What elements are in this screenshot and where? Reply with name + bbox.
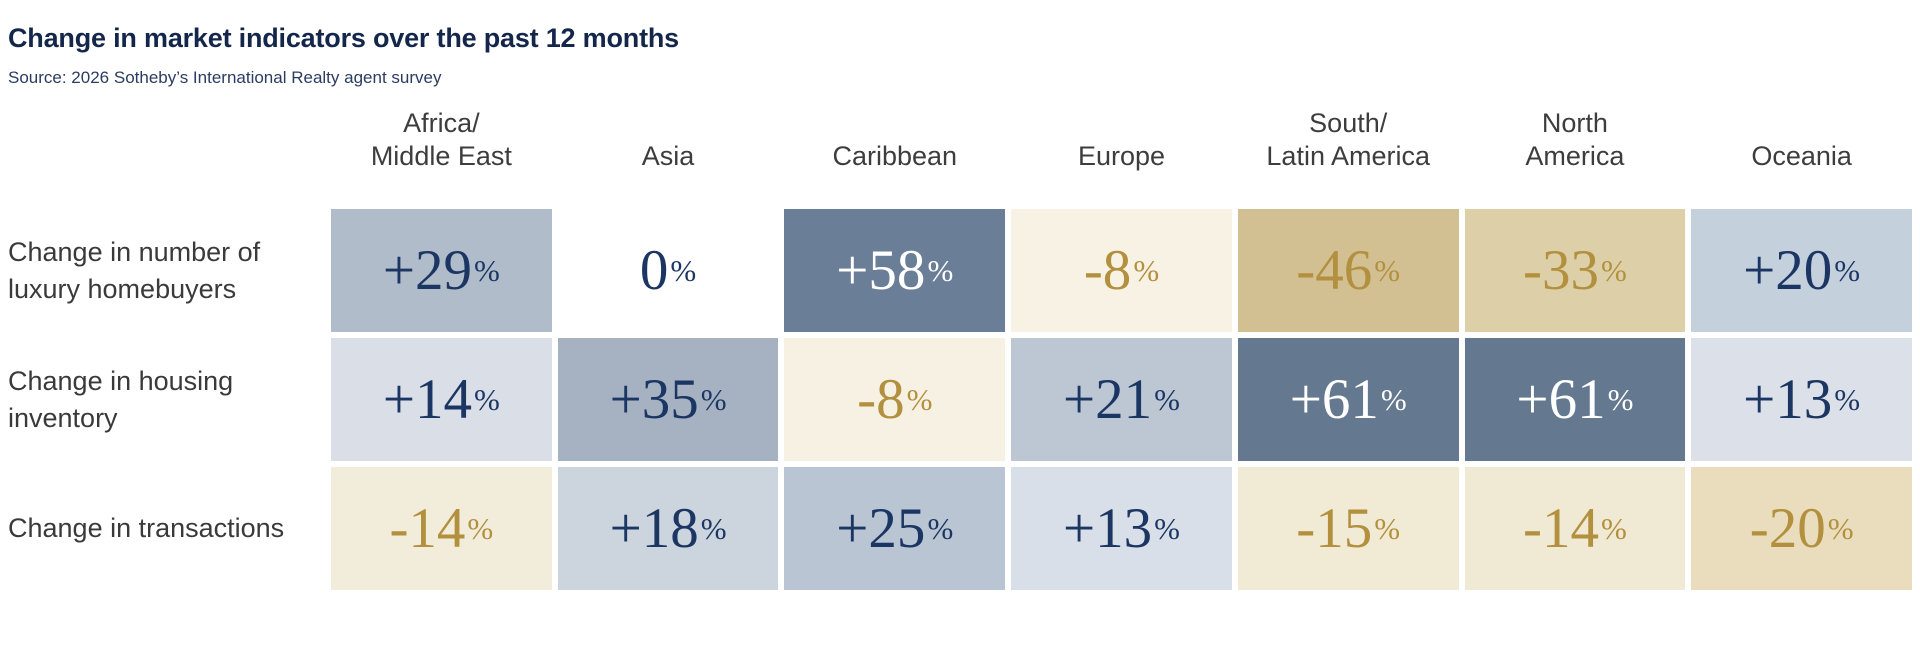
column-header-line: Africa/ [403,108,480,138]
cell-percent-sign: % [1601,253,1627,288]
column-header-south-latin-america: South/ Latin America [1238,88,1459,203]
cell-value: +20 [1743,239,1833,302]
column-header-line: Latin America [1266,141,1430,171]
cell-value: +18 [609,497,699,560]
column-header-line: North [1541,108,1608,138]
cell-percent-sign: % [1834,382,1861,417]
row-label-line: luxury homebuyers [8,273,237,304]
cell-percent-sign: % [1154,511,1180,546]
cell-value: +21 [1063,368,1153,431]
row-label-transactions: Change in transactions [8,467,325,590]
heatmap-cell: -46% [1237,209,1459,332]
cell-percent-sign: % [1827,511,1854,546]
cell-percent-sign: % [1374,253,1401,288]
row-label-line: Change in number of [8,236,261,267]
column-header-line: Caribbean [832,141,958,171]
heatmap-table: Africa/ Middle East Asia Caribbean Europ… [8,88,1912,590]
page-title: Change in market indicators over the pas… [8,23,679,53]
heatmap-cell: 0% [557,209,779,332]
cell-value: -8 [857,368,905,431]
heatmap-cell: +25% [784,467,1006,590]
heatmap-cell: -20% [1691,467,1912,590]
heatmap-cell: +13% [1011,467,1232,590]
cell-percent-sign: % [474,382,500,417]
cell-value: 0 [639,239,669,302]
heatmap-cell: +35% [557,338,779,461]
cell-percent-sign: % [1380,382,1407,417]
cell-percent-sign: % [927,253,954,288]
row-label-line: inventory [8,402,118,433]
column-header-line: Oceania [1751,141,1852,171]
cell-percent-sign: % [1133,253,1160,288]
heatmap-cell: -33% [1464,209,1686,332]
cell-value: -46 [1296,239,1373,302]
heatmap-cell: -8% [1011,209,1232,332]
column-header-line: South/ [1309,108,1388,138]
cell-percent-sign: % [474,253,500,288]
cell-value: -15 [1296,497,1373,560]
cell-value: -20 [1749,497,1826,560]
cell-value: -14 [1523,497,1599,560]
heatmap-cell: -14% [331,467,552,590]
cell-percent-sign: % [1374,511,1401,546]
cell-percent-sign: % [1601,511,1627,546]
column-header-north-america: North America [1465,88,1686,203]
cell-value: +61 [1516,368,1606,431]
row-label-line: Change in transactions [8,513,285,543]
source-caption: Source: 2026 Sotheby’s International Rea… [8,68,442,87]
cell-value: +58 [836,239,926,302]
column-header-line: Asia [641,141,695,171]
column-header-line: America [1525,141,1625,171]
corner-spacer [8,88,325,203]
cell-percent-sign: % [927,511,954,546]
column-header-line: Europe [1077,141,1166,171]
cell-value: +61 [1289,368,1379,431]
heatmap-cell: +58% [784,209,1006,332]
column-header-africa-middle-east: Africa/ Middle East [331,88,552,203]
column-header-asia: Asia [558,88,779,203]
heatmap-cell: +61% [1237,338,1459,461]
heatmap-cell: +14% [331,338,552,461]
cell-value: -8 [1083,239,1132,302]
cell-percent-sign: % [1154,382,1180,417]
heatmap-cell: +61% [1464,338,1686,461]
heatmap-cell: +21% [1011,338,1232,461]
cell-value: -14 [389,497,466,560]
column-header-line: Middle East [370,141,512,171]
cell-percent-sign: % [700,511,727,546]
column-header-oceania: Oceania [1691,88,1912,203]
cell-value: +14 [382,368,473,431]
cell-value: -33 [1523,239,1599,302]
cell-value: +13 [1743,368,1833,431]
cell-percent-sign: % [1607,382,1634,417]
cell-percent-sign: % [700,382,727,417]
heatmap-cell: -8% [784,338,1006,461]
cell-value: +35 [609,368,699,431]
heatmap-cell: +18% [557,467,779,590]
row-label-luxury-homebuyers: Change in number of luxury homebuyers [8,209,325,332]
cell-value: +29 [382,239,473,302]
heatmap-cell: -15% [1237,467,1459,590]
row-label-housing-inventory: Change in housing inventory [8,338,325,461]
column-header-europe: Europe [1011,88,1232,203]
heatmap-cell: +13% [1691,338,1912,461]
column-header-caribbean: Caribbean [784,88,1005,203]
cell-percent-sign: % [467,511,494,546]
heatmap-cell: -14% [1464,467,1686,590]
cell-percent-sign: % [670,253,697,288]
row-label-line: Change in housing [8,365,234,396]
cell-value: +25 [836,497,926,560]
heatmap-cell: +20% [1691,209,1912,332]
cell-percent-sign: % [906,382,933,417]
cell-value: +13 [1063,497,1153,560]
cell-percent-sign: % [1834,253,1861,288]
heatmap-cell: +29% [331,209,552,332]
